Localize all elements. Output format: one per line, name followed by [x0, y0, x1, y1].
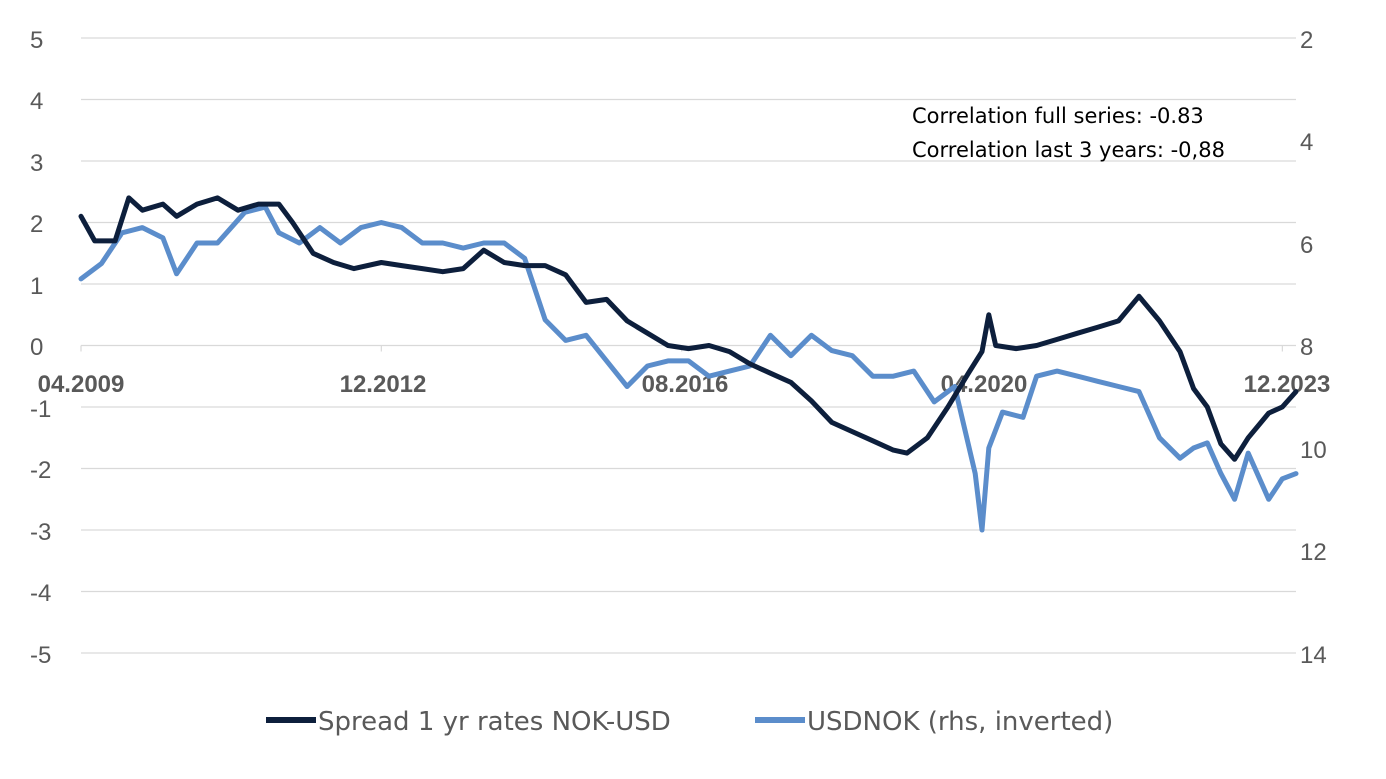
x-tick-label: 12.2012: [340, 371, 427, 398]
left-tick-label: -2: [30, 457, 51, 484]
gridlines: [80, 37, 1296, 654]
x-tick-label: 12.2023: [1244, 371, 1331, 398]
left-tick-label: 1: [30, 273, 43, 300]
x-tick-label: 04.2009: [38, 371, 125, 398]
left-tick-label: 2: [30, 211, 43, 238]
left-tick-label: -1: [30, 396, 51, 423]
right-tick-label: 8: [1300, 334, 1313, 361]
legend: Spread 1 yr rates NOK-USD USDNOK (rhs, i…: [266, 707, 1113, 737]
annotation-correlation-3y: Correlation last 3 years: -0,88: [912, 138, 1225, 162]
left-axis-ticks: 5 4 3 2 1 0 -1 -2 -3 -4 -5: [30, 27, 51, 669]
x-axis-ticks: 04.2009 12.2012 08.2016 04.2020 12.2023: [38, 371, 1331, 398]
right-tick-label: 2: [1300, 27, 1313, 54]
left-tick-label: -4: [30, 580, 51, 607]
right-tick-label: 10: [1300, 437, 1327, 464]
right-axis-ticks: 2 4 6 8 10 12 14: [1300, 27, 1327, 669]
series-line-usdnok: [78, 204, 1299, 533]
right-tick-label: 6: [1300, 232, 1313, 259]
annotation-correlation-full: Correlation full series: -0.83: [912, 104, 1204, 128]
right-tick-label: 4: [1300, 129, 1313, 156]
left-tick-label: 0: [30, 334, 43, 361]
series-lines: [78, 195, 1299, 533]
right-tick-label: 14: [1300, 642, 1327, 669]
left-tick-label: 5: [30, 27, 43, 54]
left-tick-label: -5: [30, 642, 51, 669]
legend-label-usdnok: USDNOK (rhs, inverted): [807, 707, 1113, 737]
series-line-spread: [78, 195, 1299, 462]
correlation-annotations: Correlation full series: -0.83 Correlati…: [912, 104, 1225, 162]
left-tick-label: 4: [30, 88, 43, 115]
left-tick-label: 3: [30, 150, 43, 177]
legend-label-spread: Spread 1 yr rates NOK-USD: [318, 707, 671, 737]
right-tick-label: 12: [1300, 539, 1327, 566]
left-tick-label: -3: [30, 519, 51, 546]
